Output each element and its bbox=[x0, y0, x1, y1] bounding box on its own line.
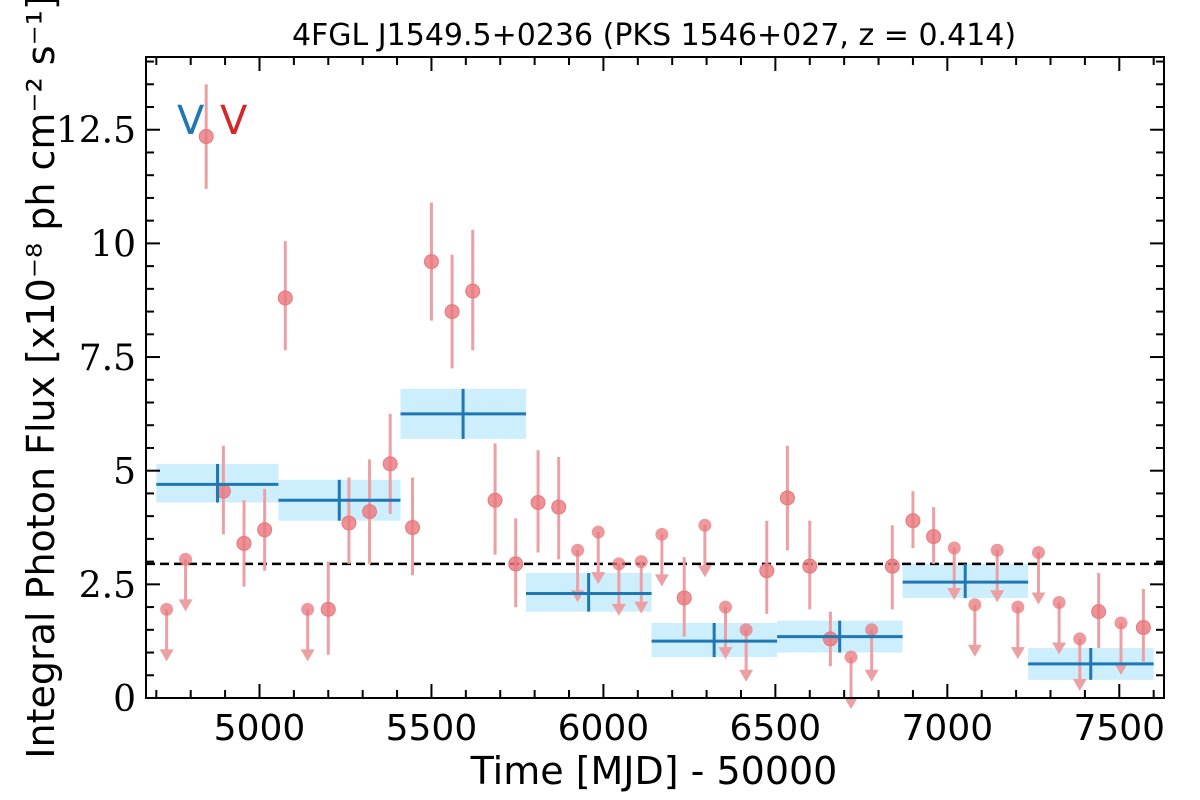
upper-limit-point-1 bbox=[179, 552, 193, 566]
upper-limit-point-18 bbox=[1052, 596, 1066, 610]
data-point-19 bbox=[779, 490, 795, 506]
x-axis-label: Time [MJD] - 50000 bbox=[470, 749, 838, 793]
v-marker-0: V bbox=[177, 98, 205, 144]
upper-limit-point-7 bbox=[655, 527, 669, 541]
upper-limit-arrow-8 bbox=[697, 565, 712, 578]
upper-limit-point-10 bbox=[739, 623, 753, 637]
upper-limit-arrow-20 bbox=[1114, 662, 1129, 675]
upper-limit-point-8 bbox=[698, 518, 712, 532]
upper-limit-point-14 bbox=[968, 598, 982, 612]
upper-limit-arrow-17 bbox=[1031, 592, 1046, 605]
upper-limit-point-6 bbox=[634, 555, 648, 569]
upper-limit-arrow-16 bbox=[1010, 647, 1025, 660]
x-tick-label-2: 6000 bbox=[558, 708, 650, 749]
data-point-3 bbox=[257, 522, 273, 538]
x-tick-label-0: 5000 bbox=[214, 708, 306, 749]
upper-limit-arrow-15 bbox=[990, 590, 1005, 603]
axis-ticks: 5000 5500 6000 6500 7000 7500 0 2.5 5 7.5 10 12.5 bbox=[56, 57, 1165, 749]
upper-limit-arrow-11 bbox=[844, 697, 859, 710]
upper-limit-point-11 bbox=[844, 650, 858, 664]
data-point-14 bbox=[508, 556, 524, 572]
upper-limit-arrow-13 bbox=[947, 587, 962, 600]
upper-limit-arrow-7 bbox=[654, 574, 669, 587]
upper-limit-point-13 bbox=[947, 541, 961, 555]
upper-limit-point-15 bbox=[990, 543, 1004, 557]
y-axis-label: Integral Photon Flux [x10⁻⁸ ph cm⁻² s⁻¹] bbox=[19, 0, 63, 759]
data-point-0 bbox=[198, 129, 214, 145]
data-point-18 bbox=[759, 563, 775, 579]
data-point-10 bbox=[423, 254, 439, 270]
upper-limit-arrow-4 bbox=[591, 572, 606, 585]
upper-limit-arrow-9 bbox=[718, 647, 733, 660]
data-point-26 bbox=[1135, 620, 1151, 636]
upper-limit-arrow-2 bbox=[300, 649, 315, 662]
upper-limit-arrow-19 bbox=[1072, 678, 1087, 691]
upper-limit-point-17 bbox=[1031, 546, 1045, 560]
x-tick-label-1: 5500 bbox=[386, 708, 478, 749]
upper-limit-point-0 bbox=[160, 602, 174, 616]
upper-limit-point-9 bbox=[719, 600, 733, 614]
upper-limit-arrow-5 bbox=[611, 603, 626, 616]
plot-frame bbox=[145, 56, 1165, 699]
x-tick-label-3: 6500 bbox=[730, 708, 822, 749]
data-point-20 bbox=[802, 558, 818, 574]
upper-limit-arrow-10 bbox=[739, 669, 754, 682]
data-point-11 bbox=[444, 304, 460, 320]
y-tick-label-0: 0 bbox=[113, 679, 136, 720]
data-point-7 bbox=[362, 504, 378, 520]
upper-limit-point-5 bbox=[612, 557, 626, 571]
upper-limit-arrow-6 bbox=[634, 601, 649, 614]
upper-limit-point-4 bbox=[591, 525, 605, 539]
upper-limit-point-12 bbox=[865, 623, 879, 637]
upper-limit-arrow-12 bbox=[864, 669, 879, 682]
upper-limit-arrow-14 bbox=[967, 644, 982, 657]
data-point-25 bbox=[1091, 604, 1107, 620]
data-point-22 bbox=[884, 558, 900, 574]
data-point-15 bbox=[530, 495, 546, 511]
data-point-13 bbox=[487, 492, 503, 508]
upper-limit-arrow-0 bbox=[159, 649, 174, 662]
upper-limit-point-19 bbox=[1073, 632, 1087, 646]
data-point-16 bbox=[551, 499, 567, 515]
data-point-17 bbox=[676, 590, 692, 606]
x-tick-label-4: 7000 bbox=[902, 708, 994, 749]
data-point-5 bbox=[320, 601, 336, 617]
upper-limit-point-20 bbox=[1114, 616, 1128, 630]
upper-limit-point-2 bbox=[301, 602, 315, 616]
data-point-6 bbox=[341, 515, 357, 531]
data-point-23 bbox=[905, 513, 921, 529]
data-point-24 bbox=[926, 529, 942, 545]
upper-limit-point-3 bbox=[571, 543, 585, 557]
data-point-2 bbox=[236, 535, 252, 551]
data-point-12 bbox=[465, 283, 481, 299]
chart-title: 4FGL J1549.5+0236 (PKS 1546+027, z = 0.4… bbox=[292, 18, 1016, 53]
y-tick-label-5: 12.5 bbox=[56, 111, 136, 152]
data-point-8 bbox=[382, 456, 398, 472]
y-tick-label-3: 7.5 bbox=[79, 338, 136, 379]
upper-limit-arrow-18 bbox=[1052, 642, 1067, 655]
x-tick-label-5: 7500 bbox=[1073, 708, 1165, 749]
v-marker-1: V bbox=[220, 98, 248, 144]
data-point-9 bbox=[405, 520, 421, 536]
y-tick-label-1: 2.5 bbox=[79, 565, 136, 606]
data-point-4 bbox=[277, 290, 293, 306]
y-tick-label-2: 5 bbox=[113, 452, 136, 493]
data-point-21 bbox=[822, 631, 838, 647]
upper-limit-point-16 bbox=[1011, 600, 1025, 614]
y-tick-label-4: 10 bbox=[90, 224, 136, 265]
upper-limit-arrow-1 bbox=[178, 599, 193, 612]
